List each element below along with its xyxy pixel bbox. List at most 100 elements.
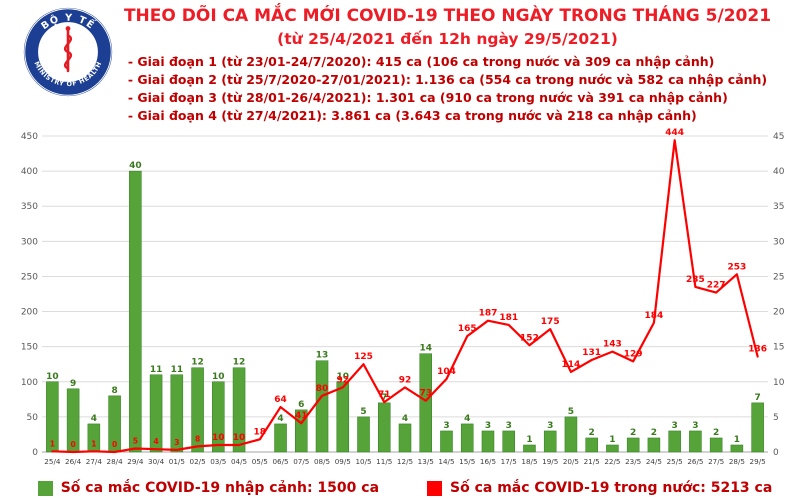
x-tick-label: 29/5	[750, 457, 766, 466]
bar-value-label: 10	[212, 372, 225, 382]
bar-value-label: 3	[692, 421, 698, 431]
line-value-label: 64	[274, 395, 287, 405]
line-value-label: 131	[582, 348, 601, 358]
x-tick-label: 03/5	[210, 457, 226, 466]
line-value-label: 235	[686, 275, 705, 285]
imported-cases-swatch	[37, 480, 53, 496]
bar-value-label: 2	[713, 428, 719, 438]
phase-2-summary: - Giai đoạn 2 (từ 25/7/2020-27/01/2021):…	[127, 72, 768, 88]
x-tick-label: 16/5	[480, 457, 496, 466]
x-tick-label: 04/5	[231, 457, 247, 466]
line-value-label: 136	[748, 345, 767, 355]
x-tick-label: 21/5	[584, 457, 600, 466]
left-axis-tick-label: 50	[27, 413, 39, 423]
x-tick-label: 01/5	[169, 457, 185, 466]
line-value-label: 125	[354, 353, 373, 363]
x-tick-label: 07/5	[293, 457, 309, 466]
bar-value-label: 4	[277, 414, 283, 424]
imported-cases-bar	[232, 367, 246, 453]
bar-value-label: 13	[316, 351, 329, 361]
line-value-label: 165	[458, 325, 477, 335]
bar-value-label: 3	[485, 421, 491, 431]
imported-cases-bar	[191, 367, 204, 453]
phase-4-summary: - Giai đoạn 4 (từ 27/4/2021): 3.861 ca (…	[127, 107, 697, 123]
bar-value-label: 40	[129, 162, 142, 172]
x-tick-label: 26/4	[65, 457, 82, 466]
line-value-label: 227	[707, 281, 726, 291]
x-tick-label: 28/4	[107, 457, 124, 466]
imported-cases-bar	[212, 381, 225, 453]
phase-3-summary: - Giai đoạn 3 (từ 28/01-26/4/2021): 1.30…	[127, 89, 728, 105]
bar-value-label: 1	[609, 435, 615, 445]
x-tick-label: 22/5	[604, 457, 620, 466]
line-value-label: 73	[419, 389, 432, 399]
line-value-label: 0	[112, 440, 117, 449]
bar-value-label: 1	[526, 435, 532, 445]
x-tick-label: 24/5	[646, 457, 662, 466]
bar-value-label: 4	[402, 414, 408, 424]
x-tick-label: 26/5	[687, 457, 703, 466]
imported-cases-bar	[543, 431, 557, 453]
imported-cases-bar	[149, 374, 163, 453]
line-value-label: 8	[195, 435, 200, 444]
bar-value-label: 4	[464, 414, 470, 424]
line-value-label: 10	[233, 433, 246, 443]
bar-value-label: 11	[150, 365, 163, 375]
right-axis-tick-label: 25	[773, 273, 784, 283]
x-tick-label: 23/5	[625, 457, 641, 466]
bar-value-label: 6	[298, 400, 304, 410]
imported-cases-bar	[481, 431, 495, 453]
imported-cases-bar	[336, 381, 350, 453]
imported-cases-bar	[398, 424, 412, 453]
imported-cases-bar	[502, 431, 515, 453]
imported-cases-bar	[377, 402, 391, 453]
bar-value-label: 9	[70, 379, 76, 389]
x-tick-label: 13/5	[418, 457, 434, 466]
right-axis-tick-label: 5	[773, 413, 779, 423]
line-value-label: 10	[212, 433, 225, 443]
left-axis-tick-label: 350	[21, 203, 38, 213]
x-tick-label: 02/5	[190, 457, 206, 466]
x-tick-label: 17/5	[501, 457, 517, 466]
imported-cases-bar	[606, 445, 619, 453]
imported-cases-bar	[315, 360, 329, 453]
line-value-label: 184	[645, 311, 664, 321]
imported-cases-bar	[585, 438, 598, 453]
x-tick-label: 09/5	[335, 457, 351, 466]
line-value-label: 92	[337, 376, 350, 386]
bar-value-label: 7	[381, 393, 387, 403]
right-axis-tick-label: 20	[773, 308, 785, 318]
line-value-label: 41	[295, 412, 308, 422]
line-value-label: 253	[727, 263, 746, 273]
line-value-label: 0	[71, 440, 76, 449]
phase-summaries: - Giai đoạn 1 (từ 23/01-24/7/2020): 415 …	[128, 53, 767, 124]
line-value-label: 1	[91, 440, 96, 449]
legend: Số ca mắc COVID-19 nhập cảnh: 1500 ca Số…	[0, 480, 810, 496]
right-axis-tick-label: 30	[773, 238, 785, 248]
x-tick-label: 10/5	[355, 457, 371, 466]
bar-value-label: 1	[734, 435, 740, 445]
line-value-label: 152	[520, 334, 539, 344]
line-value-label: 187	[479, 309, 498, 319]
x-tick-label: 14/5	[438, 457, 454, 466]
right-axis-tick-label: 0	[773, 448, 779, 458]
bar-value-label: 14	[419, 344, 432, 354]
imported-cases-bar	[709, 438, 723, 453]
bar-value-label: 3	[672, 421, 678, 431]
x-tick-label: 27/4	[86, 457, 103, 466]
line-value-label: 129	[624, 350, 643, 360]
line-value-label: 175	[541, 318, 560, 328]
bar-value-label: 12	[233, 358, 246, 368]
x-tick-label: 28/5	[729, 457, 745, 466]
imported-cases-bar	[357, 417, 370, 453]
chart-title: THEO DÕI CA MẮC MỚI COVID-19 THEO NGÀY T…	[123, 6, 772, 26]
right-axis-tick-label: 40	[773, 168, 785, 178]
x-tick-label: 25/4	[44, 457, 61, 466]
left-axis-tick-label: 400	[21, 168, 38, 178]
line-value-label: 104	[437, 367, 456, 377]
imported-cases-bar	[440, 431, 453, 453]
caduceus-icon	[63, 26, 73, 73]
left-axis-tick-label: 300	[21, 238, 38, 248]
